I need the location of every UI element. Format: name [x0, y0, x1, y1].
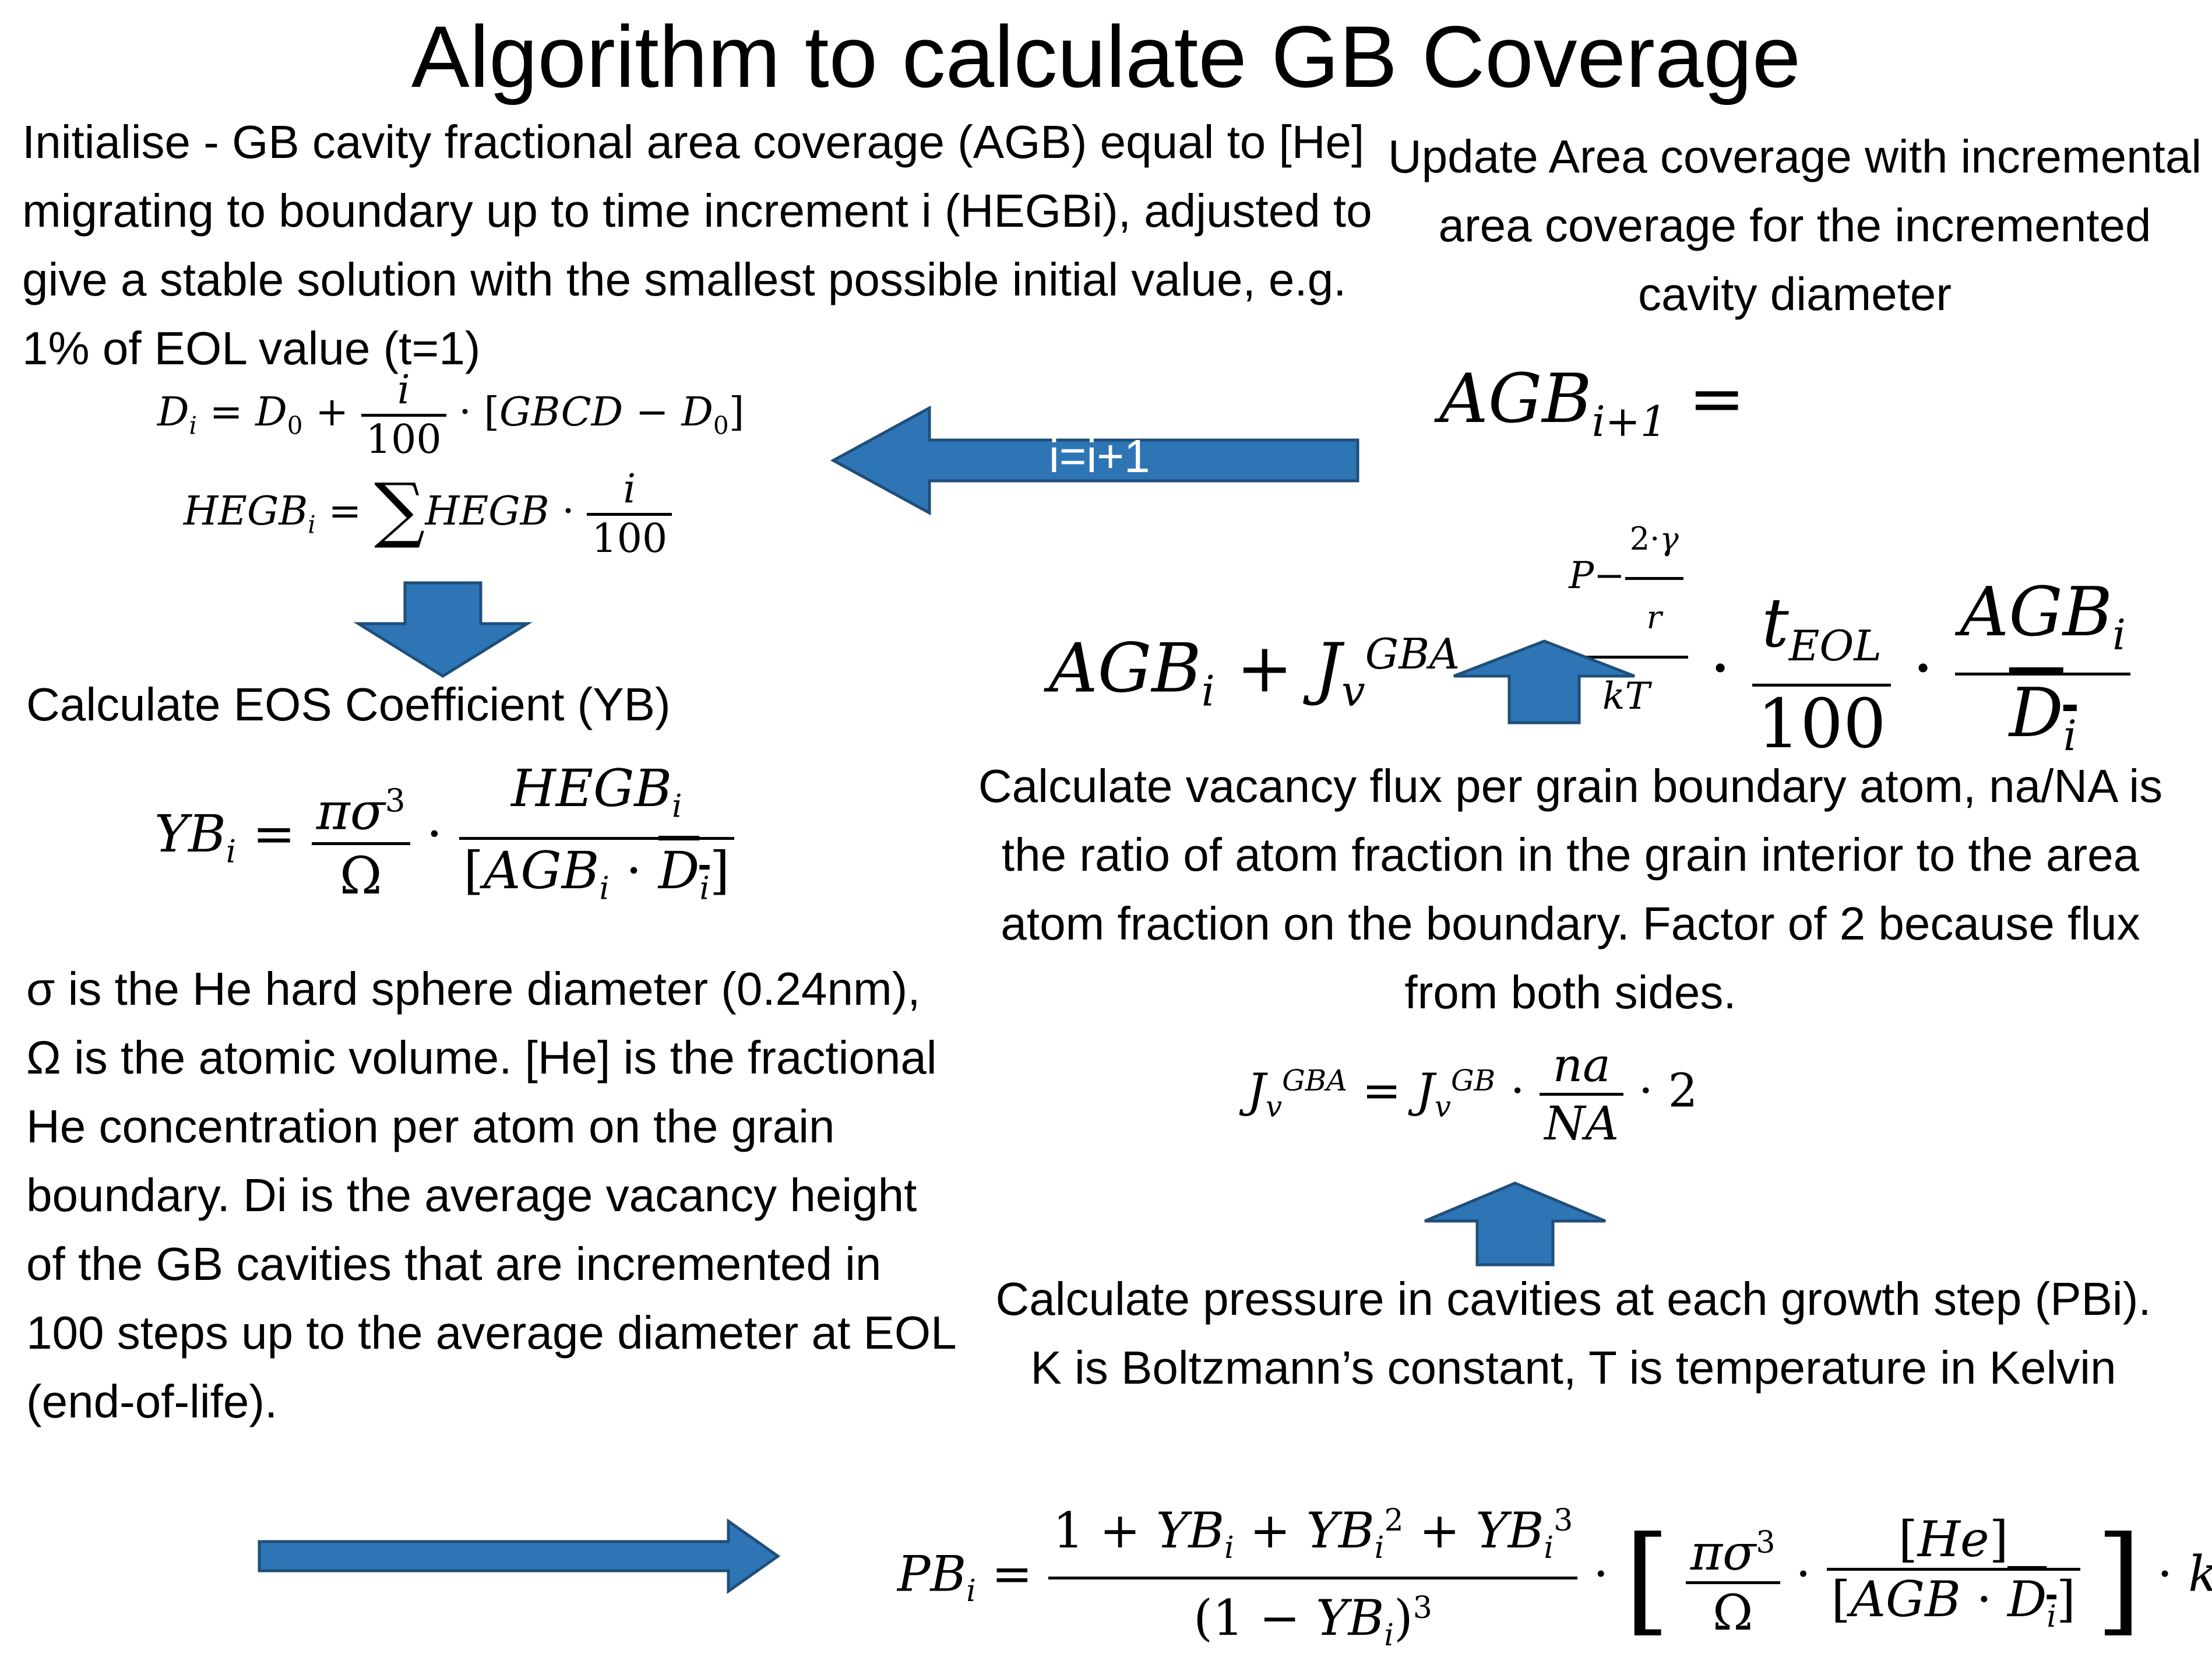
update-text: Update Area coverage with incremental ar… [1387, 131, 2202, 320]
hegb-formula: HEGBi = ∑HEGB · i 100 [184, 466, 672, 562]
down-arrow [353, 581, 533, 678]
agb-lhs-formula: AGBi+1 = [1439, 360, 1745, 446]
yb-formula: YBi = πσ3 Ω · HEGBi [AGBi · Di] [154, 758, 735, 919]
loop-arrow-left [830, 405, 1359, 516]
loop-label: i=i+1 [1049, 430, 1150, 482]
page-title: Algorithm to calculate GB Coverage [411, 8, 1801, 105]
vacancy-flux-text: Calculate vacancy flux per grain boundar… [978, 760, 2163, 1018]
eos-heading: Calculate EOS Coefficient (YB) [26, 678, 671, 730]
definitions-text: σ is the He hard sphere diameter (0.24nm… [26, 963, 955, 1427]
right-arrow [258, 1518, 781, 1594]
diameter-formula: Di = D0 + i 100 · [GBCD − D0] [157, 367, 745, 463]
initialise-text: Initialise - GB cavity fractional area c… [22, 116, 1372, 374]
pressure-formula: PBi = 1 + YBi + YBi2 + YBi3 (1 − YBi)3 · … [897, 1492, 2212, 1664]
flux-formula: JvGBA = JvGB · na NA · 2 [1247, 1038, 1698, 1151]
pressure-text: Calculate pressure in cavities at each g… [995, 1273, 2151, 1394]
up-arrow-flux [1424, 1181, 1606, 1267]
up-arrow-update [1453, 639, 1635, 724]
